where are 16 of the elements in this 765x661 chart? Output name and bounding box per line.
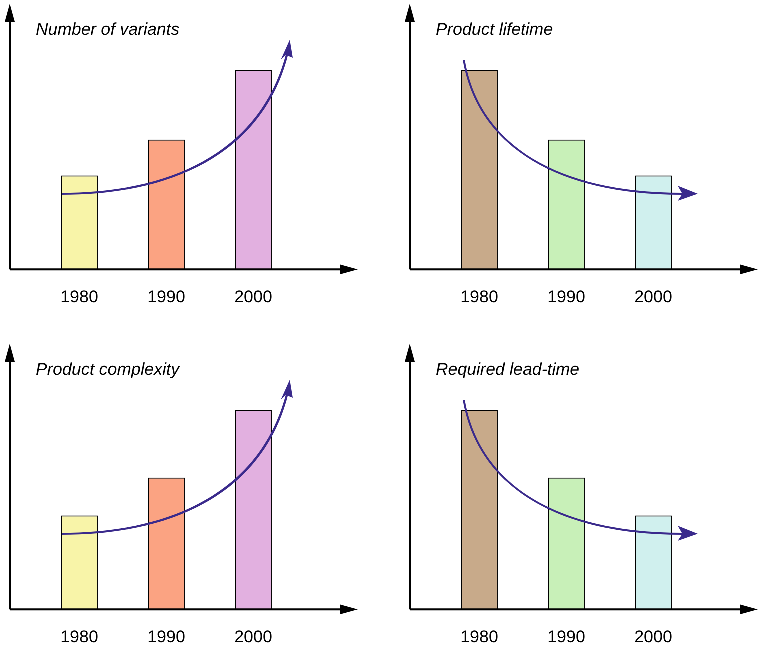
x-tick-label: 2000 — [634, 287, 672, 306]
chart-title: Product lifetime — [436, 20, 554, 39]
x-tick-label: 1990 — [148, 287, 186, 306]
x-tick-label: 1980 — [460, 627, 498, 646]
x-tick-label: 1980 — [460, 287, 498, 306]
x-tick-label: 1990 — [548, 287, 586, 306]
chart-title: Product complexity — [36, 360, 182, 379]
x-tick-label: 2000 — [234, 627, 272, 646]
x-tick-label: 1990 — [148, 627, 186, 646]
chart-title: Required lead-time — [436, 360, 580, 379]
chart-title: Number of variants — [36, 20, 180, 39]
x-tick-label: 1980 — [60, 627, 98, 646]
x-tick-label: 1990 — [548, 627, 586, 646]
x-tick-label: 1980 — [60, 287, 98, 306]
x-tick-label: 2000 — [634, 627, 672, 646]
x-tick-label: 2000 — [234, 287, 272, 306]
